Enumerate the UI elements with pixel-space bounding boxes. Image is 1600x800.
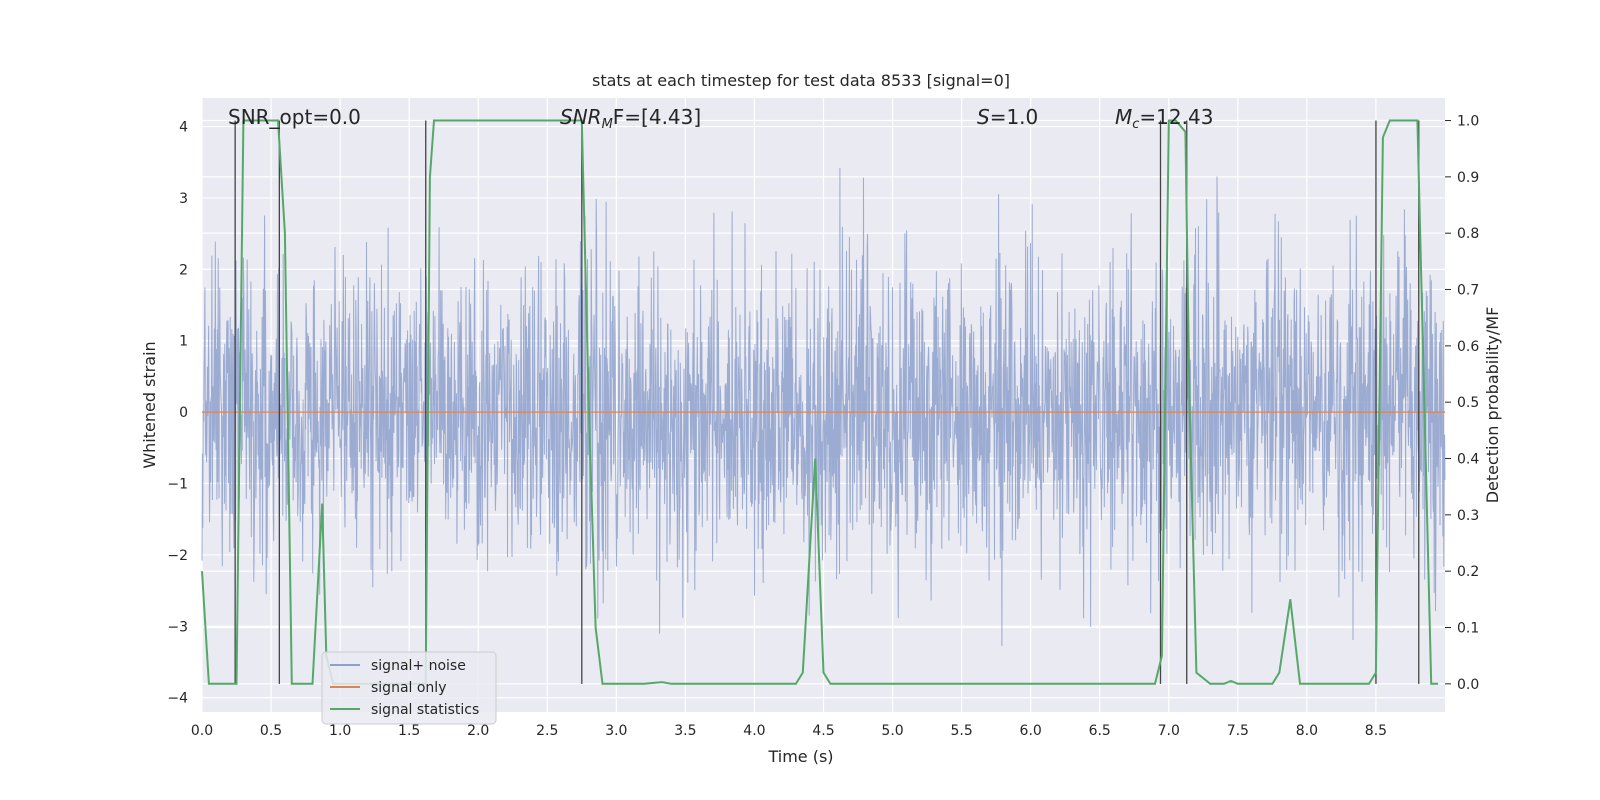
- annotation-mc: Mc=12.43: [1115, 105, 1213, 132]
- y-tick-label-right: 0.7: [1457, 283, 1479, 299]
- annotation-mc-sub: c: [1132, 117, 1139, 132]
- y-tick-label-left: −4: [167, 691, 188, 707]
- x-tick-label: 3.0: [605, 723, 627, 739]
- x-tick-label: 5.5: [950, 723, 972, 739]
- y-tick-label-right: 0.0: [1457, 677, 1479, 693]
- chart-title: stats at each timestep for test data 853…: [592, 71, 1010, 90]
- y-tick-label-left: 2: [179, 262, 188, 278]
- y-tick-label-right: 1.0: [1457, 114, 1479, 130]
- y-tick-label-left: −3: [167, 619, 188, 635]
- x-tick-label: 5.0: [881, 723, 903, 739]
- x-tick-label: 1.0: [329, 723, 351, 739]
- legend-label-signal-only: signal only: [371, 680, 446, 696]
- annotation-s: S=1.0: [977, 105, 1038, 129]
- legend-label-signal-statistics: signal statistics: [371, 702, 479, 718]
- x-tick-label: 2.0: [467, 723, 489, 739]
- x-tick-label: 6.5: [1089, 723, 1111, 739]
- x-tick-label: 4.5: [812, 723, 834, 739]
- y-tick-label-right: 0.8: [1457, 226, 1479, 242]
- x-axis-label: Time (s): [767, 747, 833, 766]
- y-tick-label-left: −2: [167, 548, 188, 564]
- annotation-snr-mf-base: SNR: [560, 105, 602, 129]
- annotation-snr-mf: SNRMF=[4.43]: [560, 105, 701, 132]
- y-axis-right-label: Detection probability/MF: [1483, 307, 1502, 504]
- legend: signal+ noise signal only signal statist…: [321, 651, 497, 725]
- annotation-s-italic: S: [977, 105, 990, 129]
- series-signal-noise: [201, 167, 1446, 647]
- y-tick-label-right: 0.5: [1457, 395, 1479, 411]
- y-tick-label-right: 0.3: [1457, 508, 1479, 524]
- annotation-s-tail: =1.0: [990, 105, 1039, 129]
- legend-box: [321, 651, 497, 725]
- x-tick-label: 8.5: [1365, 723, 1387, 739]
- y-axis-left-label: Whitened strain: [140, 341, 159, 468]
- annotation-mc-tail: =12.43: [1139, 105, 1213, 129]
- x-tick-label: 7.0: [1158, 723, 1180, 739]
- annotation-mc-italic: M: [1115, 105, 1132, 129]
- y-tick-label-right: 0.6: [1457, 339, 1479, 355]
- y-tick-label-right: 0.4: [1457, 452, 1479, 468]
- x-tick-label: 0.0: [191, 723, 213, 739]
- y-tick-label-left: 4: [179, 120, 188, 136]
- x-tick-label: 8.0: [1296, 723, 1318, 739]
- annotation-snr-mf-tail: F=[4.43]: [613, 105, 701, 129]
- noise-trace: [201, 167, 1446, 647]
- legend-label-signal-noise: signal+ noise: [371, 658, 466, 674]
- annotation-snr-mf-sub: M: [602, 117, 613, 132]
- x-tick-label: 1.5: [398, 723, 420, 739]
- annotation-snr-opt: SNR_opt=0.0: [228, 105, 361, 129]
- y-axis-right-ticks: 1.0 0.9 0.8 0.7 0.6 0.5 0.4 0.3 0.2 0.1 0.0: [1445, 114, 1479, 693]
- y-tick-label-left: −1: [167, 477, 188, 493]
- x-tick-label: 3.5: [674, 723, 696, 739]
- signal-statistics-line: [201, 119, 1439, 685]
- x-tick-label: 6.0: [1020, 723, 1042, 739]
- series-signal-statistics: [201, 119, 1439, 685]
- x-tick-label: 0.5: [260, 723, 282, 739]
- y-tick-label-left: 1: [179, 334, 188, 350]
- y-axis-left-ticks: 4 3 2 1 0 −1 −2 −3 −4: [167, 120, 188, 707]
- y-tick-label-left: 0: [179, 405, 188, 421]
- x-axis-ticks: 0.0 0.5 1.0 1.5 2.0 2.5 3.0 3.5 4.0 4.5 5.0 5.5 6.0 6…: [191, 723, 1387, 739]
- x-tick-label: 2.5: [536, 723, 558, 739]
- y-tick-label-left: 3: [179, 191, 188, 207]
- x-tick-label: 4.0: [743, 723, 765, 739]
- y-tick-label-right: 0.2: [1457, 564, 1479, 580]
- y-tick-label-right: 0.1: [1457, 621, 1479, 637]
- y-tick-label-right: 0.9: [1457, 170, 1479, 186]
- x-tick-label: 7.5: [1227, 723, 1249, 739]
